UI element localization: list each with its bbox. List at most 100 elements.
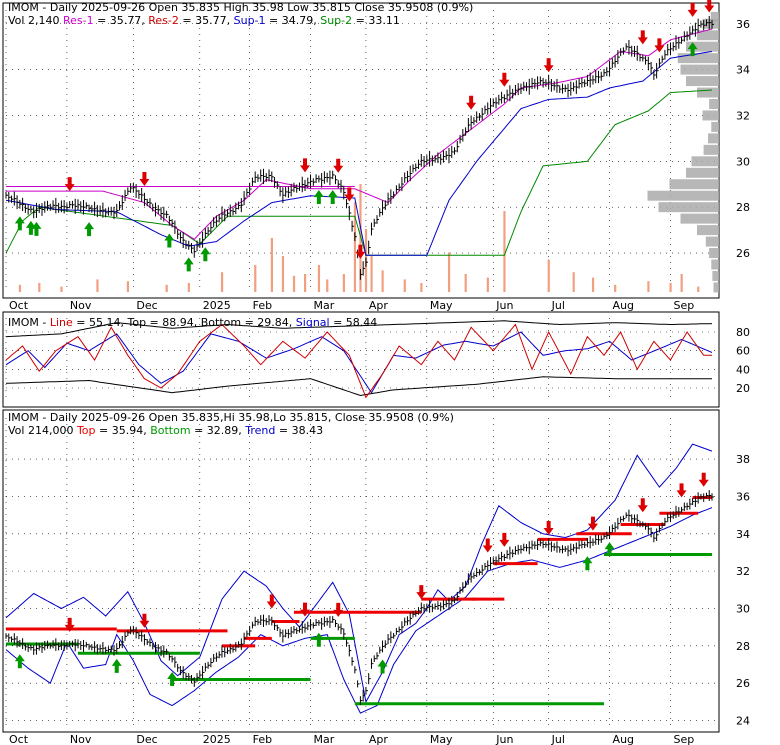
volume-bar-25	[486, 277, 489, 292]
trend-x-tick-6: Apr	[369, 733, 389, 745]
trend-x-tick-3: 2025	[203, 733, 231, 745]
trend-lower-envelope	[5, 507, 713, 714]
stoch-legend-part-1: Line	[50, 316, 73, 329]
stoch-y-tick-0: 20	[736, 382, 750, 395]
volume-bar-16	[353, 202, 357, 292]
volume-bar-9	[270, 238, 273, 292]
volume-bar-32	[669, 283, 672, 292]
volume-bar-22	[420, 283, 423, 292]
volume-profile-bar-5	[697, 225, 719, 236]
trend-x-tick-5: Mar	[314, 733, 335, 745]
trend-sell-arrow-8	[543, 521, 554, 536]
price-sell-arrow-12	[704, 0, 715, 13]
stoch-signal-line	[5, 331, 713, 394]
price-sell-arrow-6	[466, 95, 477, 110]
trend-x-tick-10: Aug	[613, 733, 634, 745]
price-x-tick-6: Apr	[369, 299, 389, 312]
trend-y-tick-4: 32	[736, 565, 750, 578]
price-buy-arrow-1	[25, 220, 36, 235]
trend-sell-arrow-11	[676, 483, 687, 498]
trend-legend-line1: IMOM - Daily 2025-09-26 Open 35.835,Hi 3…	[8, 411, 454, 424]
trend-x-tick-2: Dec	[136, 733, 157, 745]
volume-bar-15	[342, 274, 345, 292]
stoch-legend-part-2: = 55.14, Top = 88.94, Bottom = 29.84,	[73, 316, 296, 329]
volume-profile-bar-13	[708, 133, 719, 144]
stochastic-panel-frame	[2, 311, 720, 408]
price-sell-arrow-10	[654, 38, 665, 53]
price-legend-line2: Vol 2,140 Res-1 = 35.77, Res-2 = 35.77, …	[8, 14, 400, 27]
volume-profile-bar-2	[711, 259, 719, 270]
trend-x-tick-8: Jun	[495, 733, 513, 745]
volume-profile-bar-12	[703, 144, 719, 155]
trend-sell-arrow-10	[637, 498, 648, 513]
price-x-tick-8: Jun	[495, 299, 513, 312]
trend-y-tick-1: 26	[736, 677, 750, 690]
volume-bar-7	[220, 272, 224, 292]
price-legend-line2-part-4: = 35.77,	[179, 14, 234, 27]
trend-legend-line1-part-0: IMOM - Daily 2025-09-26 Open 35.835,Hi 3…	[8, 411, 454, 424]
trend-y-tick-3: 30	[736, 602, 750, 615]
price-sell-arrow-2	[300, 158, 311, 173]
price-sell-arrow-8	[543, 58, 554, 73]
stochastic-panel: 20 40 60 80 IMOM - Line = 55.14, Top = 88.94…	[5, 316, 750, 402]
stoch-legend-part-0: IMOM -	[8, 316, 50, 329]
volume-bar-6	[187, 283, 190, 292]
volume-bar-4	[126, 281, 130, 292]
volume-profile-bar-1	[712, 270, 719, 281]
price-y-tick-5: 36	[736, 18, 750, 31]
volume-bar-31	[647, 281, 650, 292]
price-legend-line2-part-2: = 35.77,	[94, 14, 149, 27]
price-legend-line2-part-8: = 33.11	[352, 14, 400, 27]
price-buy-arrow-8	[327, 189, 338, 204]
volume-bar-17	[359, 184, 362, 292]
price-sell-arrow-9	[637, 30, 648, 45]
stoch-y-tick-1: 40	[736, 363, 750, 376]
price-y-tick-0: 26	[736, 247, 750, 260]
price-y-tick-3: 32	[736, 109, 750, 122]
price-sell-arrow-11	[687, 2, 698, 17]
price-x-tick-0: Oct	[9, 299, 29, 312]
stoch-top-band	[5, 320, 713, 338]
trend-buy-arrow-0	[14, 654, 25, 669]
volume-bar-14	[326, 279, 329, 292]
trend-buy-arrow-3	[313, 632, 324, 647]
trend-legend-line2-part-4: = 32.89,	[191, 424, 246, 437]
trend-legend-line2-part-6: = 38.43	[275, 424, 323, 437]
price-buy-arrow-4	[164, 233, 175, 248]
price-buy-arrow-5	[183, 257, 194, 272]
trend-panel: 24 26 28 30 32 34 36 38 Oct Nov Dec 2025 Feb Mar Apr Ma…	[5, 411, 750, 745]
volume-profile-bar-16	[709, 99, 719, 109]
trend-sell-arrow-2	[266, 594, 277, 609]
price-legend-line2-part-7: Sup-2	[320, 14, 352, 27]
trend-legend-line2-part-2: = 35.94,	[96, 424, 151, 437]
volume-profile-bar-0	[713, 282, 719, 293]
trend-sell-arrow-1	[139, 613, 150, 628]
trend-buy-arrow-5	[582, 556, 593, 571]
volume-profile-bar-21	[686, 41, 719, 52]
trend-buy-arrow-1	[111, 658, 122, 673]
trend-legend-line2: Vol 214,000 Top = 35.94, Bottom = 32.89,…	[8, 424, 323, 437]
trend-legend-line2-part-3: Bottom	[150, 424, 190, 437]
volume-profile-bar-17	[697, 87, 719, 98]
price-x-tick-1: Nov	[70, 299, 92, 312]
price-x-tick-10: Aug	[613, 299, 634, 312]
volume-profile-bar-22	[697, 30, 719, 41]
volume-bar-27	[547, 259, 550, 292]
volume-bar-2	[60, 286, 63, 292]
volume-bar-11	[292, 275, 296, 292]
stoch-y-tick-2: 60	[736, 345, 750, 358]
volume-profile-bar-20	[677, 53, 719, 64]
volume-bar-30	[614, 284, 617, 292]
volume-profile-bar-6	[680, 213, 719, 224]
price-legend-line2-part-3: Res-2	[148, 14, 179, 27]
trend-x-tick-0: Oct	[9, 733, 29, 745]
volume-profile-bar-19	[680, 64, 719, 75]
volume-bar-33	[680, 274, 683, 292]
price-sell-arrow-7	[499, 72, 510, 87]
price-x-tick-4: Feb	[253, 299, 272, 312]
sup1-line	[5, 51, 713, 256]
trend-sell-arrow-9	[587, 516, 598, 531]
volume-bar-28	[572, 272, 575, 292]
price-sell-arrow-3	[333, 158, 344, 173]
volume-bar-21	[403, 279, 406, 292]
